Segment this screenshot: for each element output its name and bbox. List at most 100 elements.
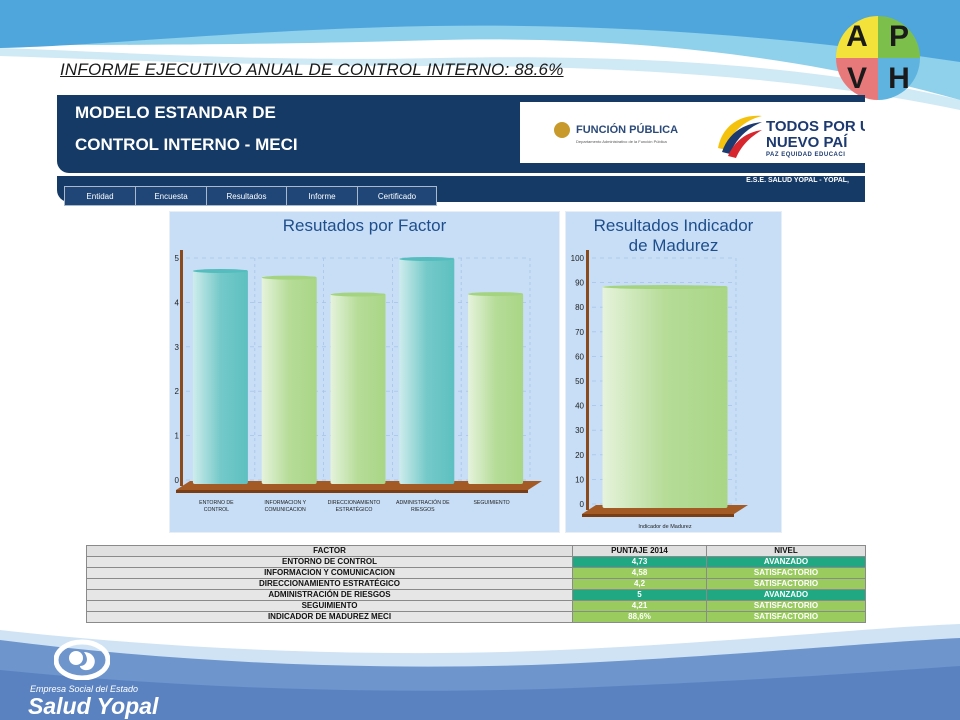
x-tick-label: CONTROL (204, 507, 229, 513)
government-banner: FUNCIÓN PÚBLICA Departamento Administrat… (520, 102, 865, 163)
salud-yopal-logo: Empresa Social del Estado Salud Yopal (24, 630, 204, 720)
row-score: 88,6% (572, 611, 707, 623)
flag-swoosh-icon (718, 115, 762, 158)
row-score: 5 (572, 589, 707, 601)
todos-por-un-nuevo-pais-line2: NUEVO PAÍ (766, 134, 848, 151)
table-row: DIRECCIONAMIENTO ESTRATÉGICO 4,2 SATISFACT… (86, 578, 866, 590)
row-score: 4,58 (572, 567, 707, 579)
x-tick-label: INFORMACION Y (264, 500, 306, 506)
madurez-chart-title-line1: Resultados Indicador (593, 216, 754, 235)
row-level: SATISFACTORIO (706, 578, 866, 590)
meci-header: MODELO ESTANDAR DE CONTROL INTERNO - MEC… (57, 95, 865, 173)
y-tick-label: 50 (575, 377, 584, 386)
tab-encuesta[interactable]: Encuesta (135, 186, 206, 206)
x-tick-label: RIESGOS (411, 507, 435, 513)
madurez-chart-panel: Resultados Indicador de Madurez 0 10 20 30 4… (565, 211, 782, 533)
table-row: INFORMACION Y COMUNICACION 4,58 SATISFACTO… (86, 567, 866, 579)
madurez-chart: 0 10 20 30 40 50 60 70 80 90 100 Indicador de Madur… (571, 250, 748, 530)
madurez-chart-title-line2: de Madurez (628, 236, 719, 255)
row-level: SATISFACTORIO (706, 611, 866, 623)
todos-por-un-nuevo-pais-line1: TODOS POR U (766, 118, 865, 135)
funcion-publica-subtitle: Departamento Administrativo de la Funció… (576, 139, 667, 144)
bottom-wave-decoration (0, 624, 960, 720)
bar (602, 286, 728, 508)
x-tick-label: Indicador de Madurez (638, 524, 691, 530)
factor-chart-panel: Resutados por Factor 0 1 2 3 4 5 ENTORNO DE CON… (169, 211, 560, 533)
nav-tabs: Entidad Encuesta Resultados Informe Cert… (64, 186, 437, 206)
meci-title-line1: MODELO ESTANDAR DE (75, 103, 276, 122)
row-factor: INFORMACION Y COMUNICACION (86, 567, 573, 579)
y-tick-label: 0 (175, 476, 180, 485)
y-tick-label: 40 (575, 402, 584, 411)
floor-edge (176, 490, 528, 493)
y-axis-line (586, 250, 589, 510)
bar (399, 258, 455, 484)
y-tick-label: 0 (580, 500, 585, 509)
row-level: AVANZADO (706, 556, 866, 568)
x-tick-label: ESTRATÉGICO (336, 506, 373, 513)
ese-name: Salud Yopal (28, 693, 159, 719)
x-tick-label: SEGUIMIENTO (473, 500, 509, 506)
table-row: ADMINISTRACIÓN DE RIESGOS 5 AVANZADO (86, 589, 866, 601)
y-tick-label: 60 (575, 352, 584, 361)
floor-edge (582, 514, 734, 517)
bar (261, 276, 317, 484)
y-tick-label: 100 (571, 254, 585, 263)
row-score: 4,73 (572, 556, 707, 568)
tab-certificado[interactable]: Certificado (357, 186, 437, 206)
row-factor: INDICADOR DE MADUREZ MECI (86, 611, 573, 623)
header-puntaje: PUNTAJE 2014 (572, 545, 707, 557)
table-row: INDICADOR DE MADUREZ MECI 88,6% SATISFACTO… (86, 611, 866, 623)
tab-entidad[interactable]: Entidad (64, 186, 135, 206)
y-tick-label: 70 (575, 328, 584, 337)
results-table: FACTOR PUNTAJE 2014 NIVEL ENTORNO DE CON… (86, 545, 866, 623)
row-factor: DIRECCIONAMIENTO ESTRATÉGICO (86, 578, 573, 590)
mother-child-icon (54, 639, 110, 680)
organization-label: E.S.E. SALUD YOPAL - YOPAL, (746, 177, 849, 184)
y-tick-label: 90 (575, 279, 584, 288)
row-factor: ENTORNO DE CONTROL (86, 556, 573, 568)
x-tick-label: ENTORNO DE (199, 500, 234, 506)
top-wave-decoration (0, 0, 960, 110)
funcion-publica-text: FUNCIÓN PÚBLICA (576, 124, 679, 136)
table-header-row: FACTOR PUNTAJE 2014 NIVEL (86, 545, 866, 557)
y-tick-label: 30 (575, 426, 584, 435)
bar-top (602, 285, 728, 290)
y-tick-label: 20 (575, 451, 584, 460)
x-tick-label: COMUNICACION (265, 507, 306, 513)
y-tick-label: 4 (175, 298, 180, 307)
apvh-v: V (836, 58, 878, 100)
apvh-logo: A P V H (836, 16, 920, 100)
y-tick-label: 3 (175, 343, 180, 352)
table-body: ENTORNO DE CONTROL 4,73 AVANZADO INFORMACIO… (86, 556, 866, 623)
bar (468, 293, 524, 484)
bar-top (399, 257, 455, 261)
y-tick-label: 80 (575, 303, 584, 312)
y-tick-label: 5 (175, 254, 180, 263)
y-tick-label: 2 (175, 387, 180, 396)
header-nivel: NIVEL (706, 545, 866, 557)
paz-equidad-educacion: PAZ EQUIDAD EDUCACI (766, 152, 846, 158)
apvh-p: P (878, 16, 920, 58)
y-tick-label: 1 (175, 432, 180, 441)
tab-informe[interactable]: Informe (286, 186, 357, 206)
row-factor: ADMINISTRACIÓN DE RIESGOS (86, 589, 573, 601)
funcion-publica-logo: FUNCIÓN PÚBLICA (554, 122, 678, 138)
row-level: AVANZADO (706, 589, 866, 601)
tab-resultados[interactable]: Resultados (206, 186, 286, 206)
apvh-a: A (836, 16, 878, 58)
meci-nav-bar: Entidad Encuesta Resultados Informe Cert… (57, 176, 865, 206)
meci-title-line2: CONTROL INTERNO - MECI (75, 135, 298, 154)
factor-chart-title: Resutados por Factor (282, 216, 447, 235)
apvh-h: H (878, 58, 920, 100)
bar (330, 293, 386, 484)
table-row: ENTORNO DE CONTROL 4,73 AVANZADO (86, 556, 866, 568)
row-score: 4,2 (572, 578, 707, 590)
slide-title: INFORME EJECUTIVO ANUAL DE CONTROL INTER… (60, 60, 564, 79)
bar-top (330, 292, 386, 297)
bar-top (468, 292, 524, 297)
x-tick-label: ADMINISTRACIÓN DE (396, 499, 450, 506)
coat-of-arms-icon (554, 122, 570, 138)
